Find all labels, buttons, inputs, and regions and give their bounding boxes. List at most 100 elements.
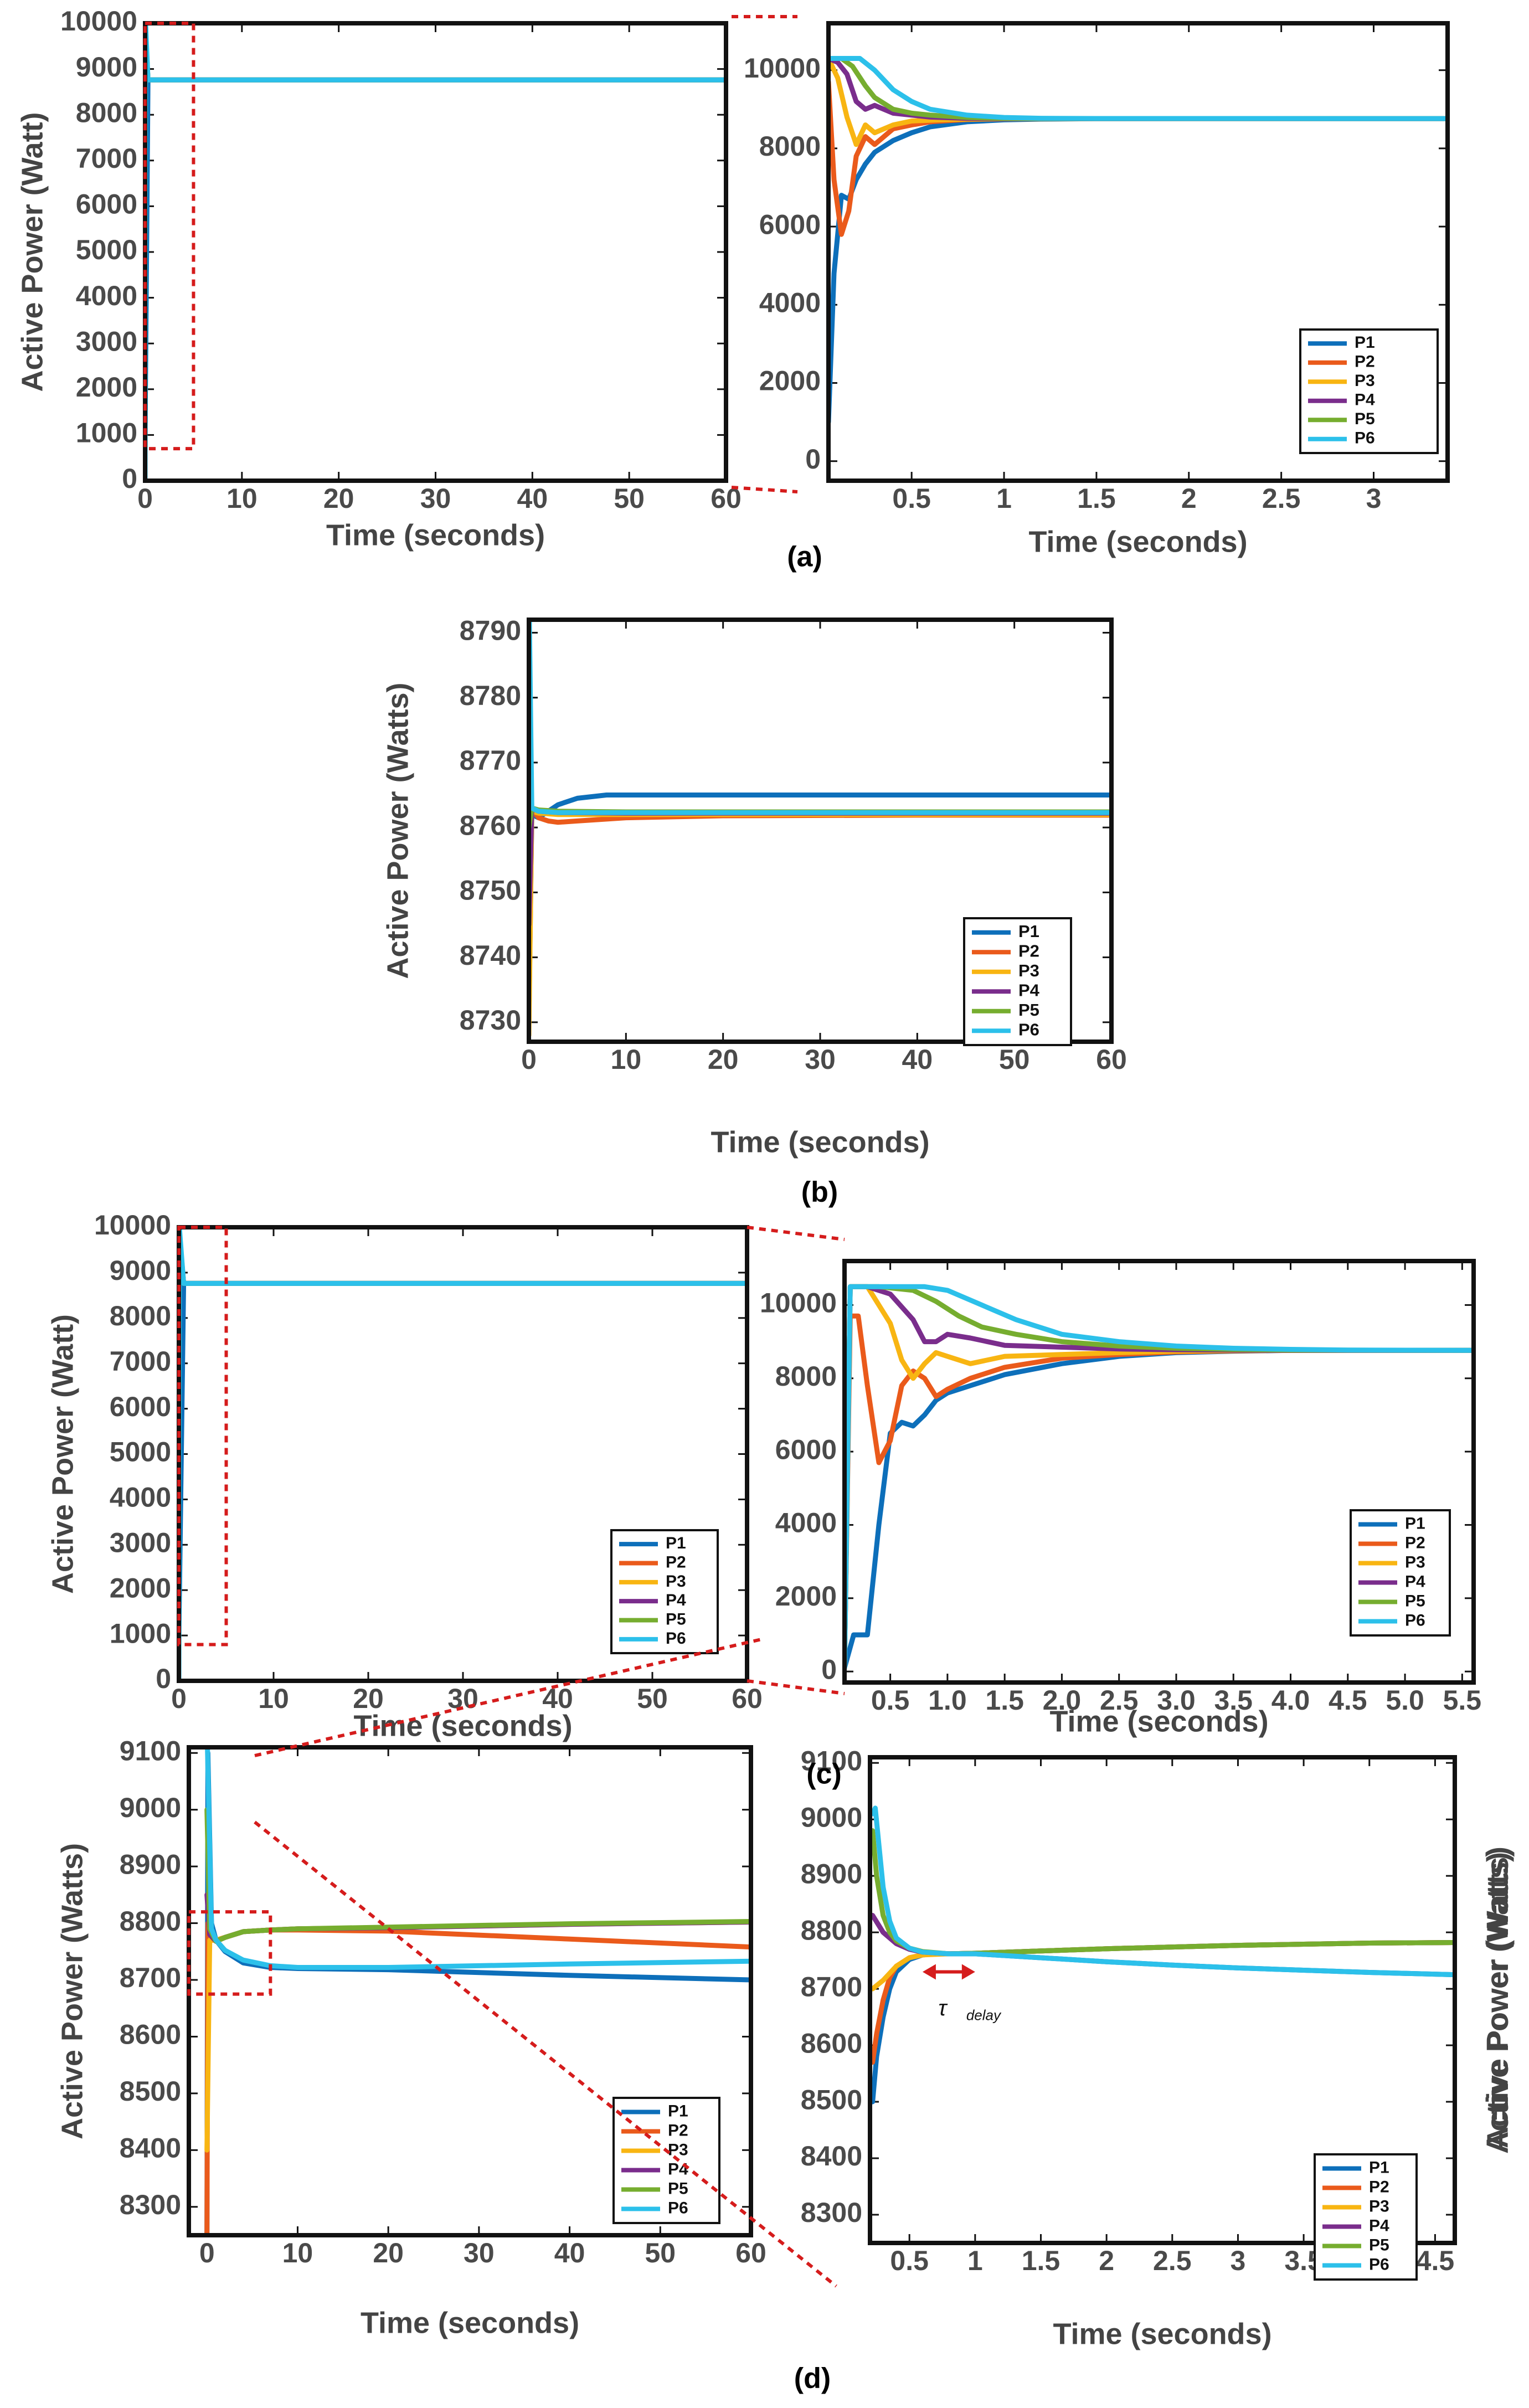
x-tick-label: 10 — [258, 1683, 289, 1714]
x-tick-label: 2.5 — [1262, 483, 1301, 514]
x-tick-label: 0 — [171, 1683, 187, 1714]
y-tick-label: 9000 — [110, 1255, 171, 1286]
y-tick-label: 0 — [805, 444, 821, 475]
legend-label-p6: P6 — [668, 2199, 688, 2217]
legend-label-p4: P4 — [1369, 2216, 1389, 2235]
x-tick-label: 0 — [521, 1044, 537, 1075]
legend-label-p5: P5 — [666, 1610, 686, 1628]
series-line-p6 — [870, 1805, 1455, 1978]
y-tick-label: 8750 — [460, 875, 521, 906]
y-tick-label: 8700 — [801, 1971, 862, 2002]
series-line-p6 — [828, 56, 1448, 121]
zoom-box — [143, 22, 195, 451]
legend-box — [612, 2097, 720, 2224]
y-tick-label: 9000 — [120, 1792, 181, 1823]
delay-arrow-head-right — [961, 1964, 975, 1980]
x-tick-label: 50 — [645, 2237, 676, 2268]
zoom-connector — [747, 1226, 845, 1241]
y-tick-label: 10000 — [60, 6, 137, 37]
legend-label-p1: P1 — [666, 1534, 686, 1552]
y-tick-label: 8500 — [801, 2084, 862, 2115]
legend-label-p1: P1 — [1405, 1514, 1425, 1532]
x-tick-label: 2.5 — [1153, 2245, 1192, 2276]
legend-box — [1350, 1509, 1451, 1637]
series-line-p6 — [845, 1284, 1474, 1670]
panel-caption: (b) — [801, 1176, 838, 1208]
x-tick-label: 1 — [967, 2245, 983, 2276]
x-tick-label: 0.5 — [890, 2245, 929, 2276]
y-tick-label: 8790 — [460, 615, 521, 646]
delay-annotation: τ delay — [922, 1964, 1002, 2023]
x-tick-label: 1 — [996, 483, 1012, 514]
y-axis-title: Active Power (Watt) — [46, 1314, 79, 1594]
delay-label-tau: τ — [938, 1996, 948, 2020]
x-tick-label: 2 — [1099, 2245, 1114, 2276]
plot-frame — [177, 1225, 749, 1683]
y-tick-label: 4000 — [775, 1507, 837, 1539]
series-group — [204, 1747, 751, 2235]
y-tick-label: 5000 — [110, 1437, 171, 1468]
x-tick-label: 3 — [1231, 2245, 1246, 2276]
zoom-connector — [747, 1679, 845, 1695]
y-tick-label: 8800 — [120, 1906, 181, 1937]
x-tick-label: 2.0 — [1043, 1685, 1082, 1716]
x-tick-label: 2.5 — [1100, 1685, 1139, 1716]
chart-c-right: 0.5 1.0 1.5 2.0 2.5 3.0 3.5 4.0 4.5 5.0 5.5 0 2000 40… — [760, 1259, 1482, 1738]
legend-label-p2: P2 — [666, 1553, 686, 1571]
legend-label-p1: P1 — [668, 2102, 688, 2120]
x-tick-label: 40 — [902, 1044, 933, 1075]
x-axis-title: Time (seconds) — [711, 1125, 929, 1159]
x-tick-label: 2 — [1181, 483, 1197, 514]
x-tick-label: 60 — [1096, 1044, 1127, 1075]
plot-frame — [842, 1259, 1476, 1685]
series-group — [828, 56, 1448, 425]
y-tick-label: 8770 — [460, 745, 521, 776]
plot-frame — [826, 21, 1450, 483]
x-tick-label: 50 — [637, 1683, 668, 1714]
legend-label-p2: P2 — [668, 2121, 688, 2139]
x-tick-label: 1.5 — [985, 1685, 1024, 1716]
chart-b: 0 10 20 30 40 50 60 8730 8740 8750 8760 8770 8780 879… — [381, 615, 1127, 1159]
y-tick-label: 8900 — [801, 1858, 862, 1889]
y-tick-label: 8400 — [120, 2133, 181, 2164]
legend-box — [610, 1529, 719, 1654]
y-tick-label: 8000 — [110, 1300, 171, 1331]
x-tick-label: 30 — [464, 2237, 495, 2268]
x-tick-label: 0 — [137, 483, 153, 514]
x-tick-label: 40 — [517, 483, 548, 514]
x-tick-label: 10 — [282, 2237, 313, 2268]
y-tick-label: 9100 — [120, 1735, 181, 1766]
legend-label-p3: P3 — [666, 1572, 686, 1591]
series-group — [529, 620, 1111, 1038]
plot-frame — [868, 1755, 1457, 2245]
x-axis-title: Time (seconds) — [326, 518, 545, 552]
y-tick-label: 9100 — [801, 1745, 862, 1776]
y-tick-label: 8600 — [120, 2019, 181, 2050]
y-tick-label: 9000 — [801, 1802, 862, 1833]
x-tick-label: 0 — [199, 2237, 215, 2268]
y-tick-label: 10000 — [94, 1210, 171, 1241]
x-tick-label: 0.5 — [871, 1685, 910, 1716]
zoom-connector — [254, 1820, 837, 2288]
legend-label-p4: P4 — [668, 2160, 688, 2178]
x-tick-label: 0.5 — [892, 483, 931, 514]
x-tick-label: 20 — [353, 1683, 384, 1714]
y-tick-label: 6000 — [775, 1434, 837, 1465]
zoom-box — [177, 1226, 228, 1647]
legend-label-p6: P6 — [1369, 2255, 1389, 2273]
y-tick-label: 8300 — [120, 2189, 181, 2220]
legend-label-p3: P3 — [668, 2141, 688, 2159]
x-axis-title: Time (seconds) — [1028, 525, 1247, 558]
y-tick-label: 3000 — [76, 326, 137, 357]
x-tick-label: 20 — [323, 483, 354, 514]
chart-a-left: 0 10 20 30 40 50 60010002000300040005000600070… — [16, 6, 742, 552]
legend-label-p3: P3 — [1018, 961, 1039, 980]
y-tick-label: 2000 — [76, 372, 137, 403]
y-tick-label: 1000 — [76, 418, 137, 449]
y-tick-label: 8730 — [460, 1005, 521, 1036]
x-tick-label: 5.5 — [1443, 1685, 1482, 1716]
x-tick-label: 3.5 — [1214, 1685, 1253, 1716]
